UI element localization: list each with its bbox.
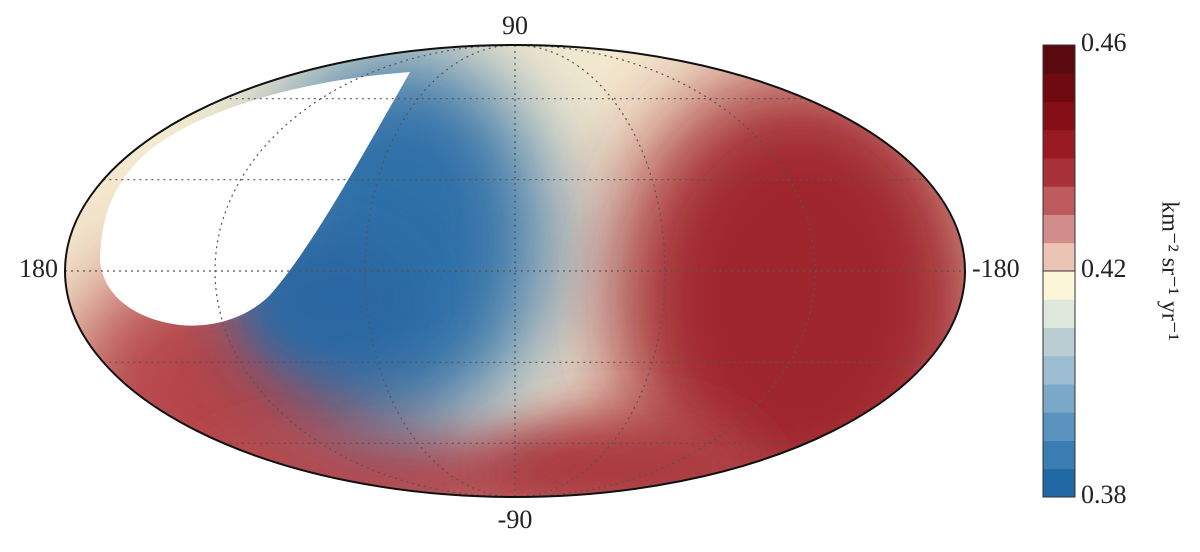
colorbar-band bbox=[1043, 468, 1075, 498]
colorbar-band bbox=[1043, 242, 1075, 272]
colorbar-band bbox=[1043, 214, 1075, 244]
left-label: 180 bbox=[19, 254, 58, 283]
sky-map bbox=[65, 45, 965, 497]
unobserved-region bbox=[100, 72, 410, 326]
colorbar-band bbox=[1043, 158, 1075, 187]
red-region bbox=[200, 430, 560, 497]
colorbar-band bbox=[1043, 45, 1075, 74]
colorbar-tick-label: 0.38 bbox=[1081, 480, 1127, 509]
meridian bbox=[364, 45, 516, 497]
colorbar-band bbox=[1043, 384, 1075, 413]
top-label: 90 bbox=[502, 11, 528, 40]
red-region bbox=[480, 410, 760, 497]
colorbar-band bbox=[1043, 186, 1075, 215]
graticule bbox=[65, 45, 965, 497]
bottom-label: -90 bbox=[498, 505, 533, 534]
meridian bbox=[514, 45, 666, 497]
colorbar-band bbox=[1043, 355, 1075, 385]
colorbar-label: km⁻² sr⁻¹ yr⁻¹ bbox=[1156, 201, 1182, 341]
colorbar-band bbox=[1043, 299, 1075, 328]
colorbar-band bbox=[1043, 271, 1075, 300]
colorbar-band bbox=[1043, 327, 1075, 357]
map-outline bbox=[64, 44, 966, 498]
right-label: -180 bbox=[972, 254, 1020, 283]
colorbar-band bbox=[1043, 412, 1075, 441]
colorbar-tick-label: 0.42 bbox=[1081, 254, 1127, 283]
colorbar-tick-label: 0.46 bbox=[1081, 28, 1127, 57]
colorbar-band bbox=[1043, 129, 1075, 159]
colorbar-band bbox=[1043, 101, 1075, 131]
colorbar-band bbox=[1043, 73, 1075, 102]
colorbar: 0.38 0.42 0.46 bbox=[1042, 28, 1127, 509]
colorbar-band bbox=[1043, 440, 1075, 470]
